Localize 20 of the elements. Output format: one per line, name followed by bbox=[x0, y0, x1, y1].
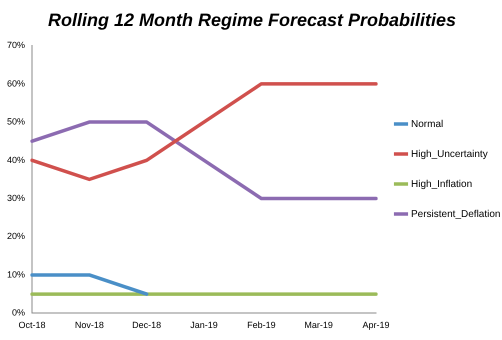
x-tick-label: Jan-19 bbox=[190, 320, 218, 330]
y-tick-label: 20% bbox=[7, 231, 26, 242]
x-tick-label: Dec-18 bbox=[132, 320, 162, 330]
legend-label: High_Uncertainty bbox=[411, 148, 488, 160]
y-tick-label: 0% bbox=[12, 308, 26, 318]
chart-title: Rolling 12 Month Regime Forecast Probabilities bbox=[48, 10, 456, 30]
legend-label: Persistent_Deflation bbox=[411, 208, 500, 220]
x-tick-label: Oct-18 bbox=[18, 320, 46, 330]
y-tick-label: 40% bbox=[7, 154, 26, 165]
y-tick-label: 10% bbox=[7, 269, 26, 280]
y-tick-label: 50% bbox=[7, 116, 26, 127]
x-tick-label: Apr-19 bbox=[362, 320, 390, 330]
legend-label: Normal bbox=[411, 118, 444, 130]
y-tick-label: 70% bbox=[7, 40, 26, 50]
x-tick-label: Nov-18 bbox=[74, 320, 104, 330]
x-tick-label: Feb-19 bbox=[247, 320, 276, 330]
legend-label: High_Inflation bbox=[411, 178, 472, 190]
y-tick-label: 60% bbox=[7, 78, 26, 88]
y-tick-label: 30% bbox=[7, 193, 26, 203]
x-tick-label: Mar-19 bbox=[304, 320, 333, 330]
